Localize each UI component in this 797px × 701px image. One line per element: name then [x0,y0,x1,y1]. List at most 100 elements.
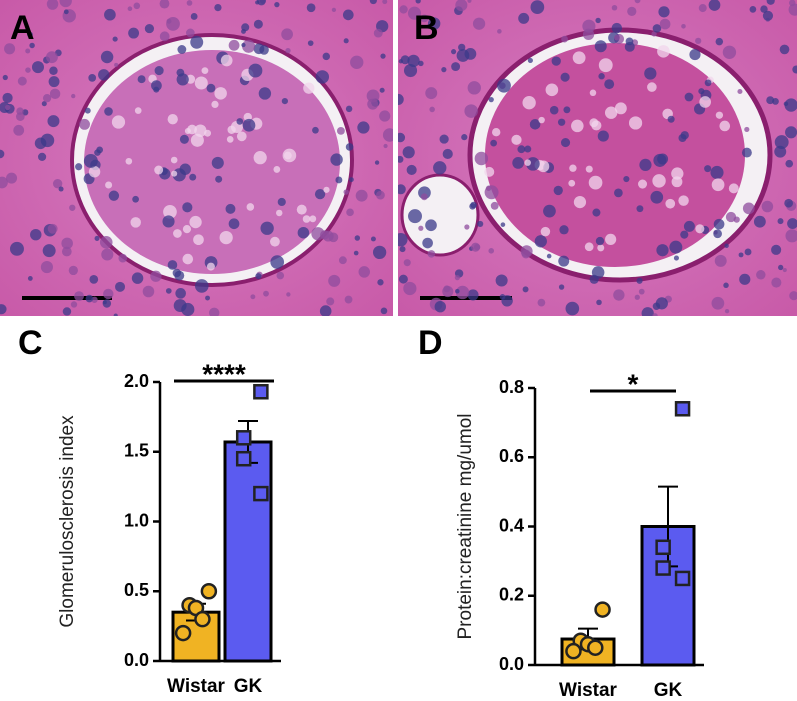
texture [182,253,194,265]
texture [565,301,580,316]
texture [485,185,492,191]
texture [331,7,337,12]
y-tick-label: 0.6 [499,446,524,466]
texture [766,0,775,5]
texture [47,115,60,128]
texture [398,232,408,247]
texture [211,100,219,109]
texture [585,165,593,173]
texture [214,3,222,12]
texture [704,165,712,173]
texture [644,67,657,80]
texture [343,38,349,44]
texture [258,87,272,100]
texture [322,52,331,61]
texture [336,126,345,135]
texture [588,175,603,190]
texture [167,114,178,125]
texture [774,135,789,150]
texture [307,40,314,47]
panel-label: D [418,324,443,362]
texture [58,186,64,192]
texture [655,297,668,310]
texture [215,175,223,183]
texture [241,42,246,48]
texture [206,262,215,271]
texture [171,170,178,177]
texture [724,243,729,248]
texture [353,250,359,256]
texture [614,34,620,41]
texture [680,230,689,239]
texture [753,215,766,228]
texture [98,69,110,81]
texture [236,118,244,125]
texture [537,160,550,173]
micrograph-a: A [0,0,393,316]
y-tick-label: 0.5 [124,580,149,600]
texture [611,22,623,34]
texture [490,139,497,147]
data-point [594,601,611,618]
texture [522,286,529,293]
texture [425,87,438,100]
texture [343,189,349,195]
texture [372,245,387,260]
texture [784,98,797,112]
texture [323,186,330,193]
texture [45,51,58,64]
texture [257,0,266,6]
texture [253,43,265,55]
texture [17,76,27,86]
texture [319,305,332,316]
texture [154,165,164,175]
texture [144,23,155,34]
texture [511,134,522,145]
texture [248,63,263,78]
texture [595,17,601,24]
texture [47,223,58,234]
texture [641,307,654,316]
texture [0,149,5,159]
texture [749,6,757,13]
data-point [194,610,211,628]
texture [719,120,731,132]
texture [594,40,607,53]
texture [201,67,209,75]
texture [2,74,8,81]
texture [527,57,533,64]
texture [176,68,185,77]
texture [484,166,495,177]
texture [420,193,428,201]
texture [665,198,676,209]
texture [724,308,730,314]
texture [42,244,56,258]
data-point [655,560,671,576]
texture [165,288,172,294]
texture [434,301,446,313]
y-axis-label: Protein:creatinine mg/umol [455,414,476,640]
texture [650,190,664,204]
texture [595,236,605,246]
texture [189,173,197,181]
data-point [565,642,582,660]
texture [187,124,197,135]
texture [25,48,31,54]
texture [345,105,353,113]
texture [787,218,797,229]
texture [592,208,601,217]
y-tick-label: 0.8 [499,377,524,397]
texture [733,216,740,223]
texture [379,87,385,93]
texture [190,13,198,20]
texture [569,164,577,172]
significance-label: **** [202,358,246,389]
texture [367,98,379,110]
texture [698,4,707,13]
texture [464,104,478,118]
texture [326,297,335,306]
texture [88,73,97,82]
texture [779,44,790,55]
texture [214,87,227,100]
texture [194,124,207,137]
